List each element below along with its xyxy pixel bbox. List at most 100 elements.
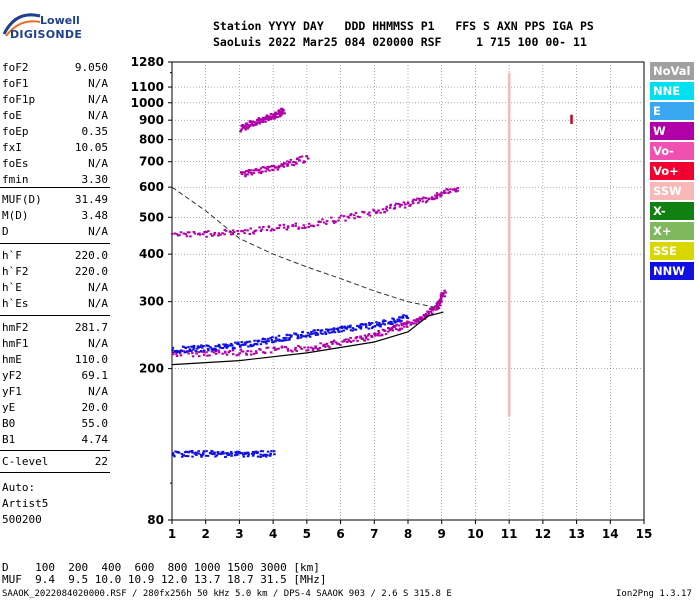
echo-point-3	[243, 232, 246, 235]
echo-point-5	[276, 116, 279, 119]
echo-point-1	[389, 322, 393, 325]
echo-point-1	[284, 339, 288, 342]
param-label: h`Es	[2, 297, 29, 310]
echo-point-1	[197, 346, 200, 349]
echo-point-0	[388, 329, 392, 332]
param-hmf1: hmF1 N/A	[2, 338, 108, 354]
echo-point-1	[337, 330, 341, 333]
echo-point-2	[200, 455, 203, 458]
echo-point-1	[207, 349, 210, 352]
echo-point-1	[176, 351, 179, 354]
echo-point-1	[202, 345, 205, 348]
echo-point-3	[291, 225, 294, 228]
echo-point-2	[202, 450, 206, 453]
x-tick-label: 4	[269, 527, 277, 541]
echo-point-1	[255, 343, 259, 346]
echo-point-0	[286, 349, 290, 352]
echo-point-1	[238, 344, 242, 347]
echo-point-3	[454, 188, 457, 191]
echo-point-3	[433, 197, 436, 200]
echo-point-0	[319, 342, 322, 345]
echo-point-1	[205, 344, 208, 347]
echo-point-4	[282, 163, 285, 166]
echo-point-3	[325, 222, 328, 225]
parameter-panel: foF2 9.050 foF1 N/A foF1p N/A foE N/A foEp 0.35 fx…	[0, 0, 112, 540]
echo-point-4	[264, 170, 267, 173]
echo-point-3	[233, 231, 236, 234]
echo-point-2	[194, 451, 197, 454]
echo-point-0	[442, 292, 445, 295]
echo-point-0	[314, 345, 317, 348]
echo-point-3	[393, 207, 397, 210]
echo-point-1	[261, 340, 264, 343]
legend-item-vo-: Vo-	[650, 142, 694, 160]
echo-point-5	[272, 113, 275, 116]
echo-point-1	[306, 331, 310, 334]
x-tick-label: 15	[636, 527, 653, 541]
echo-point-1	[277, 334, 281, 337]
echo-point-1	[390, 320, 393, 323]
echo-point-0	[217, 351, 221, 354]
echo-point-3	[397, 202, 400, 205]
echo-point-5	[264, 116, 268, 119]
echo-point-1	[323, 331, 327, 334]
echo-point-0	[427, 312, 431, 315]
echo-point-1	[359, 327, 363, 330]
echo-point-3	[205, 235, 208, 238]
param-value: N/A	[88, 225, 108, 238]
echo-point-0	[394, 328, 398, 331]
echo-point-2	[251, 450, 255, 453]
echo-point-1	[186, 350, 189, 353]
echo-point-0	[411, 322, 415, 325]
param-m-d-: M(D) 3.48	[2, 210, 108, 226]
echo-point-0	[438, 304, 442, 307]
echo-point-1	[370, 327, 374, 330]
echo-point-1	[326, 328, 330, 331]
echo-point-4	[252, 171, 256, 174]
echo-point-1	[242, 343, 245, 346]
echo-point-4	[292, 161, 295, 164]
param-value: 10.05	[74, 141, 108, 154]
echo-point-0	[294, 346, 297, 349]
echo-point-4	[305, 155, 309, 158]
echo-point-0	[305, 349, 308, 352]
echo-point-5	[250, 120, 253, 123]
echo-point-3	[184, 233, 188, 236]
echo-point-1	[388, 321, 391, 324]
param-h-f2: h`F2 220.0	[2, 266, 108, 282]
echo-point-0	[214, 350, 218, 353]
echo-point-0	[439, 299, 443, 302]
echo-point-0	[280, 345, 284, 348]
echo-point-3	[452, 188, 455, 191]
echo-point-3	[412, 202, 415, 205]
x-tick-label: 11	[501, 527, 518, 541]
echo-point-2	[238, 452, 242, 455]
echo-point-1	[362, 323, 365, 326]
echo-point-3	[368, 211, 371, 214]
param-value: N/A	[88, 385, 108, 398]
echo-point-1	[233, 347, 236, 350]
echo-point-5	[245, 125, 248, 128]
echo-point-3	[228, 230, 232, 233]
echo-point-1	[340, 330, 343, 333]
echo-point-0	[440, 300, 443, 303]
echo-point-0	[414, 322, 418, 325]
echo-point-1	[351, 329, 354, 332]
echo-point-3	[356, 215, 360, 218]
echo-point-3	[321, 218, 324, 221]
echo-point-3	[436, 194, 439, 197]
echo-point-1	[237, 343, 240, 346]
echo-point-1	[265, 342, 268, 345]
echo-point-2	[242, 455, 246, 458]
echo-point-5	[255, 119, 259, 122]
echo-point-3	[443, 189, 446, 192]
echo-point-2	[217, 451, 220, 454]
echo-point-1	[274, 336, 278, 339]
echo-point-4	[240, 172, 243, 175]
echo-point-1	[307, 334, 310, 337]
echo-point-5	[240, 128, 243, 131]
echo-point-4	[255, 169, 258, 172]
echo-point-1	[209, 346, 212, 349]
echo-point-3	[188, 231, 191, 234]
echo-point-3	[447, 192, 450, 195]
